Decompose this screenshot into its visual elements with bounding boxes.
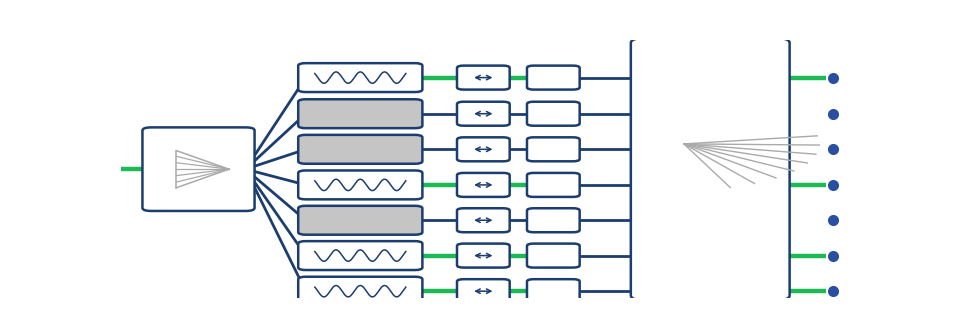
FancyBboxPatch shape [527, 279, 580, 303]
FancyBboxPatch shape [298, 206, 422, 235]
FancyBboxPatch shape [527, 102, 580, 126]
FancyBboxPatch shape [631, 38, 789, 300]
FancyBboxPatch shape [457, 244, 510, 268]
FancyBboxPatch shape [457, 102, 510, 126]
FancyBboxPatch shape [298, 241, 422, 270]
FancyBboxPatch shape [527, 208, 580, 232]
FancyBboxPatch shape [527, 244, 580, 268]
FancyBboxPatch shape [457, 279, 510, 303]
FancyBboxPatch shape [298, 135, 422, 164]
FancyBboxPatch shape [457, 137, 510, 161]
FancyBboxPatch shape [143, 127, 254, 211]
FancyBboxPatch shape [527, 66, 580, 89]
FancyBboxPatch shape [457, 173, 510, 197]
FancyBboxPatch shape [298, 99, 422, 128]
FancyBboxPatch shape [298, 63, 422, 92]
FancyBboxPatch shape [298, 171, 422, 199]
FancyBboxPatch shape [527, 137, 580, 161]
FancyBboxPatch shape [298, 277, 422, 306]
FancyBboxPatch shape [457, 66, 510, 89]
FancyBboxPatch shape [457, 208, 510, 232]
FancyBboxPatch shape [527, 173, 580, 197]
